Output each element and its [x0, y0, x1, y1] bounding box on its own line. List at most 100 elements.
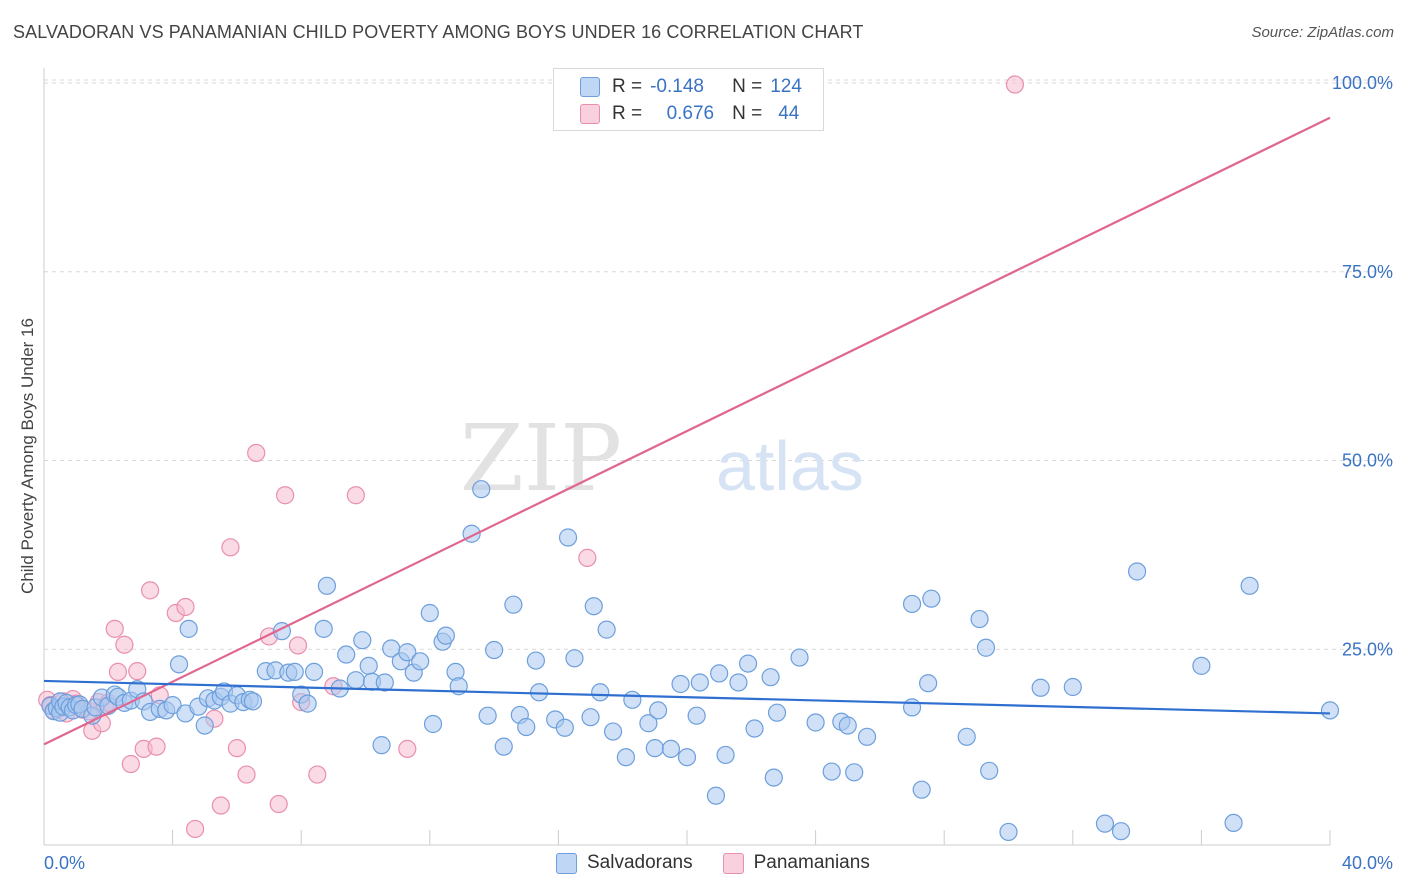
salvadoran-point — [558, 528, 578, 547]
panamanian-point — [128, 662, 147, 681]
y-tick-label: 75.0% — [1342, 262, 1393, 282]
panamanian-point — [121, 754, 140, 774]
salvadoran-point — [298, 694, 317, 713]
panamanian-point — [221, 538, 240, 557]
panamanian-point — [108, 662, 128, 682]
x-tick-label: 0.0% — [44, 853, 85, 873]
y-tick-label: 100.0% — [1332, 73, 1393, 93]
series-legend: Salvadorans Panamanians — [556, 852, 900, 874]
salvadoran-point — [729, 673, 748, 692]
salvadoran-point — [639, 714, 658, 733]
salvadoran-point — [1240, 576, 1259, 595]
n-label: N = — [732, 76, 763, 97]
n-value: 44 — [778, 103, 800, 124]
panamanians-swatch — [722, 852, 744, 874]
panamanian-point — [211, 796, 230, 815]
panamanian-point — [176, 597, 195, 617]
salvadoran-point — [517, 717, 536, 737]
salvadoran-point — [584, 597, 603, 616]
salvadoran-point — [485, 640, 504, 660]
salvadoran-point — [790, 648, 809, 667]
panamanian-point — [227, 739, 246, 758]
salvadoran-point — [359, 656, 378, 675]
salvadoran-point — [845, 763, 864, 782]
salvadoran-point — [314, 619, 333, 638]
r-value: 0.676 — [666, 103, 715, 124]
salvadoran-point — [980, 761, 999, 780]
salvadoran-point — [504, 595, 523, 614]
salvadoran-point — [806, 713, 825, 732]
salvadorans-swatch — [556, 852, 577, 874]
panamanian-point — [105, 619, 124, 638]
salvadoran-point — [411, 652, 430, 671]
salvadoran-point — [398, 643, 417, 662]
salvadoran-point — [603, 722, 623, 741]
watermark: ZIP atlas — [460, 405, 864, 512]
panamanian-point — [269, 794, 288, 814]
panamanian-point — [1005, 75, 1025, 94]
salvadoran-point — [591, 683, 610, 702]
legend-label-salvadorans: Salvadorans — [587, 852, 693, 873]
salvadoran-point — [472, 480, 491, 499]
salvadoran-point — [902, 698, 922, 717]
salvadoran-point — [1192, 656, 1211, 675]
y-tick-label: 25.0% — [1342, 639, 1393, 659]
legend-item-salvadorans[interactable]: Salvadorans — [556, 852, 693, 874]
salvadoran-point — [436, 626, 455, 645]
legend-row-panamanians: R = 0.676 N = 44 — [580, 103, 799, 125]
salvadoran-point — [716, 745, 735, 765]
salvadoran-point — [243, 692, 263, 711]
salvadoran-point — [179, 619, 198, 638]
panamanian-point — [186, 819, 205, 839]
panamanian-point — [398, 739, 417, 759]
salvadoran-point — [195, 716, 214, 735]
salvadoran-point — [372, 736, 391, 755]
salvadoran-point — [526, 651, 545, 670]
salvadoran-point — [423, 714, 443, 734]
salvadoran-point — [346, 671, 365, 690]
salvadoran-point — [1111, 822, 1131, 841]
r-label: R = — [612, 103, 643, 124]
salvadoran-point — [767, 703, 787, 722]
chart-title: SALVADORAN VS PANAMANIAN CHILD POVERTY A… — [13, 22, 864, 42]
n-label: N = — [732, 103, 763, 124]
legend-row-salvadorans: R = -0.148 N = 124 — [580, 76, 802, 98]
salvadoran-point — [902, 594, 922, 614]
y-tick-label: 50.0% — [1342, 451, 1393, 471]
salvadoran-point — [738, 654, 758, 673]
salvadoran-point — [648, 701, 668, 720]
salvadoran-point — [597, 620, 616, 639]
salvadoran-point — [976, 638, 996, 657]
salvadoran-point — [645, 739, 664, 758]
salvadoran-point — [616, 748, 636, 767]
salvadoran-point — [581, 708, 600, 727]
salvadoran-point — [671, 674, 690, 694]
r-value: -0.148 — [650, 76, 704, 97]
panamanian-point — [308, 765, 327, 784]
legend-item-panamanians[interactable]: Panamanians — [722, 852, 870, 874]
salvadoran-point — [690, 673, 709, 692]
salvadorans-swatch — [580, 77, 600, 97]
salvadoran-point — [565, 649, 584, 668]
axes — [43, 68, 1331, 846]
salvadoran-point — [317, 576, 337, 595]
salvadoran-point — [285, 662, 304, 682]
salvadoran-point — [919, 674, 938, 693]
panamanian-point — [115, 635, 134, 654]
salvadorans-points — [41, 480, 1340, 842]
salvadoran-point — [677, 748, 697, 767]
salvadorans-trend-line — [43, 679, 1331, 715]
panamanian-point — [578, 548, 597, 567]
salvadoran-point — [761, 668, 780, 687]
grid-lines — [44, 79, 1392, 650]
salvadoran-point — [1063, 677, 1082, 697]
source-note: Source: ZipAtlas.com — [1251, 24, 1394, 41]
salvadoran-point — [1127, 562, 1147, 581]
panamanian-point — [140, 581, 160, 600]
salvadoran-point — [745, 719, 764, 738]
salvadoran-point — [169, 655, 189, 674]
watermark-atlas: atlas — [716, 427, 864, 505]
panamanians-trend-line — [43, 116, 1331, 746]
salvadoran-point — [555, 718, 574, 737]
